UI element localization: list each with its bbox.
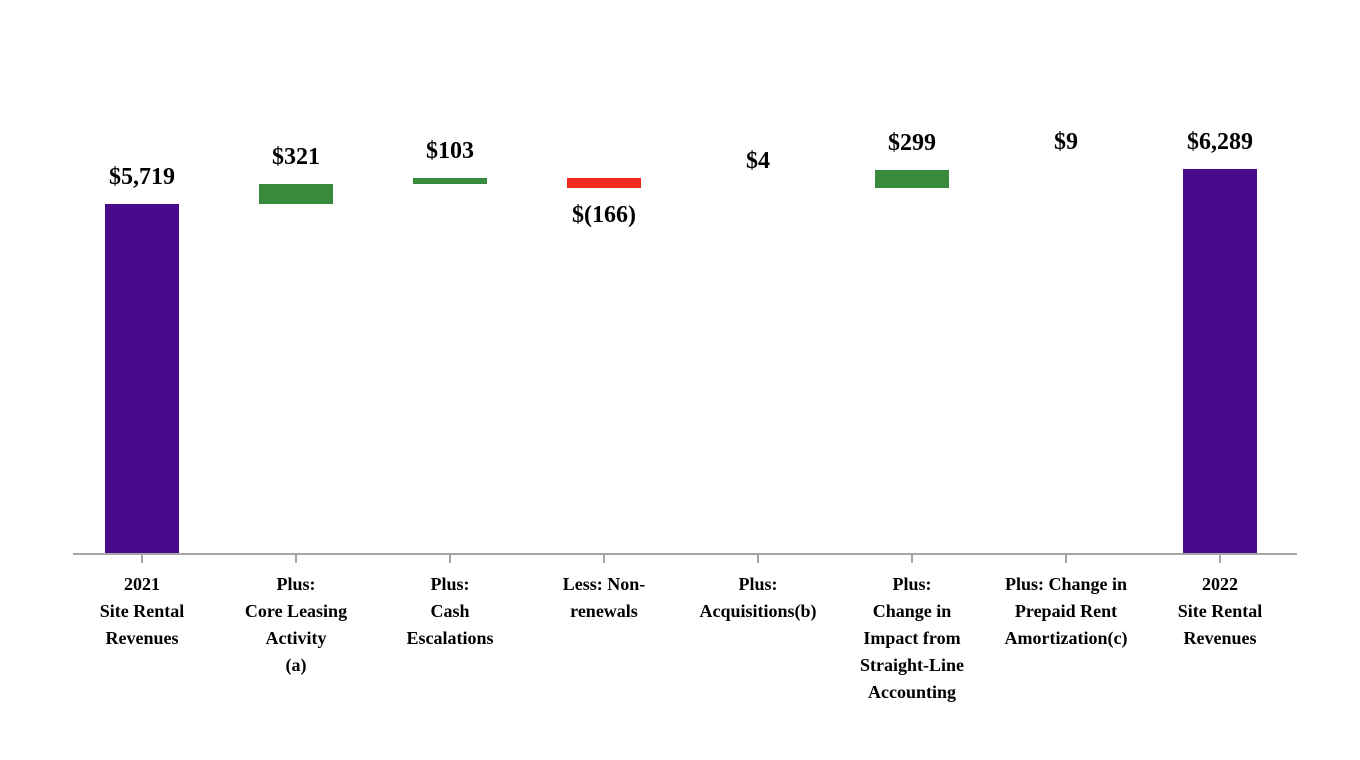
waterfall-bar-total [105,203,179,553]
bar-value-label: $103 [426,137,474,164]
x-axis-tick [1065,553,1067,563]
x-axis-category-label: Plus: Core Leasing Activity (a) [244,574,348,675]
bar-value-label: $4 [746,147,770,174]
x-axis-tick [1219,553,1221,563]
waterfall-bar-increase [259,184,333,204]
x-axis-tick [449,553,451,563]
x-axis-line [73,553,1297,555]
x-axis-tick [757,553,759,563]
waterfall-bar-increase [413,177,487,185]
bar-value-label: $299 [888,129,936,156]
waterfall-bar-decrease [567,177,641,188]
x-axis-tick [603,553,605,563]
bar-value-label: $5,719 [109,163,175,190]
bar-value-label: $321 [272,144,320,171]
waterfall-bar-total [1183,169,1257,553]
x-axis-category-label: Plus: Acquisitions(b) [699,574,817,621]
waterfall-bar-increase [875,169,949,188]
x-axis-tick [141,553,143,563]
x-axis-category-label: 2022 Site Rental Revenues [1177,574,1263,648]
x-axis-category-label: 2021 Site Rental Revenues [99,574,185,648]
bar-value-label: $9 [1054,129,1078,155]
bar-value-label: $6,289 [1187,129,1253,155]
x-axis-category-label: Less: Non- renewals [562,574,646,621]
x-axis-category-label: Plus: Change in Impact from Straight-Lin… [859,574,964,702]
x-axis-category-label: Plus: Cash Escalations [406,574,494,648]
x-axis-tick [911,553,913,563]
x-axis-category-label: Plus: Change in Prepaid Rent Amortizatio… [1004,574,1128,648]
bar-value-label: $(166) [572,202,636,229]
x-axis-tick [295,553,297,563]
